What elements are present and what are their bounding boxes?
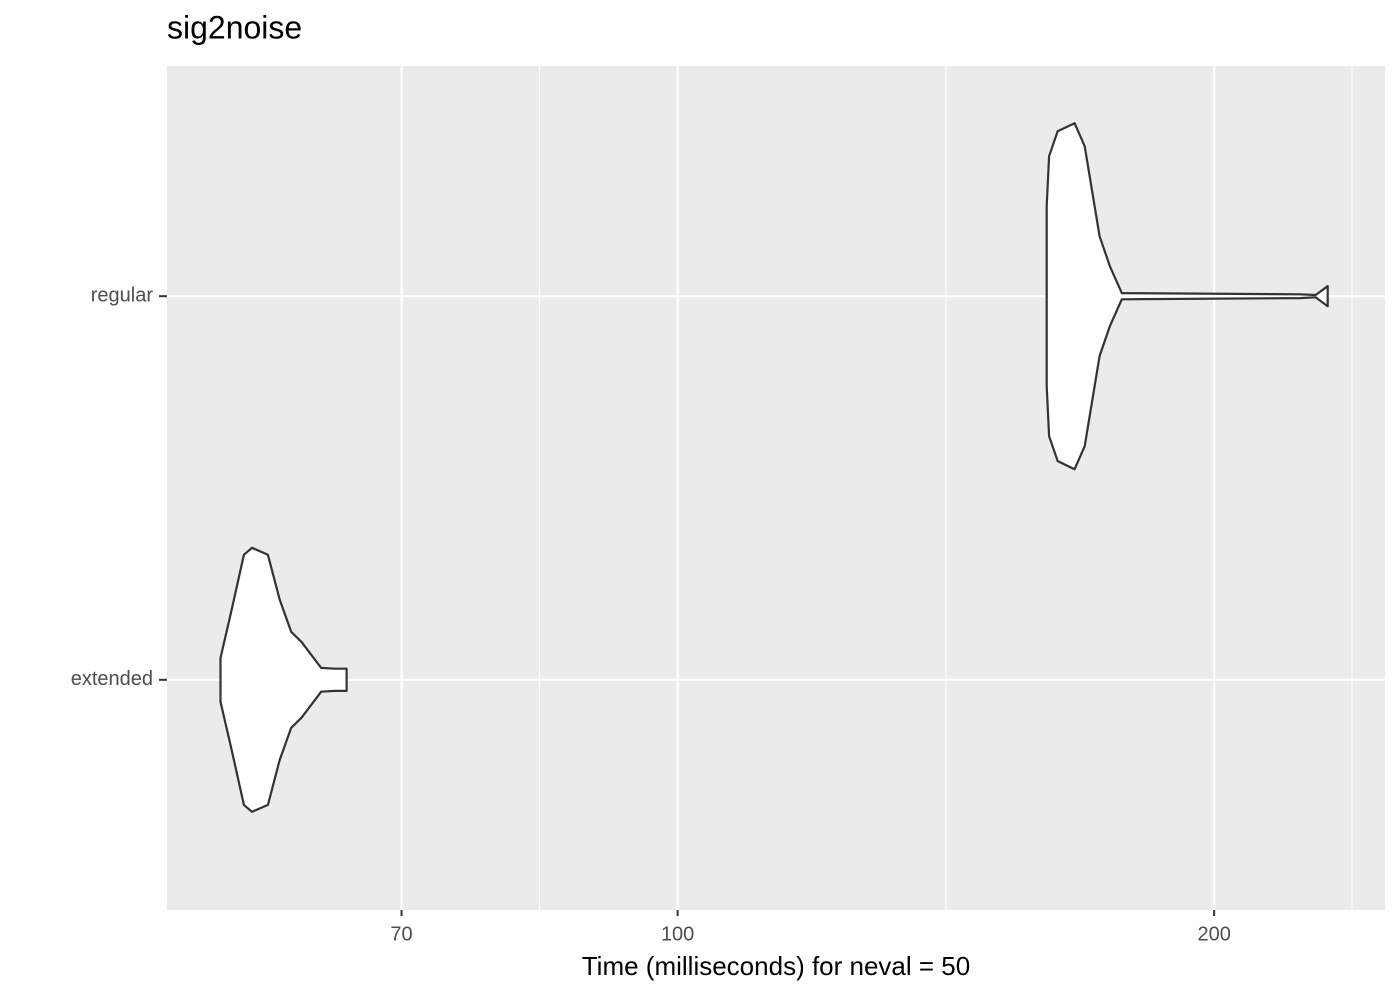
- x-tick-label: 200: [1197, 923, 1230, 945]
- y-tick-label: regular: [91, 284, 154, 306]
- violin: [1045, 122, 1329, 471]
- x-tick-label: 100: [661, 923, 694, 945]
- violin: [219, 546, 348, 813]
- panel-background: [167, 66, 1385, 910]
- x-axis-title: Time (milliseconds) for neval = 50: [582, 951, 970, 981]
- chart-title: sig2noise: [167, 9, 302, 45]
- x-tick-label: 70: [390, 923, 412, 945]
- y-tick-label: extended: [71, 668, 153, 690]
